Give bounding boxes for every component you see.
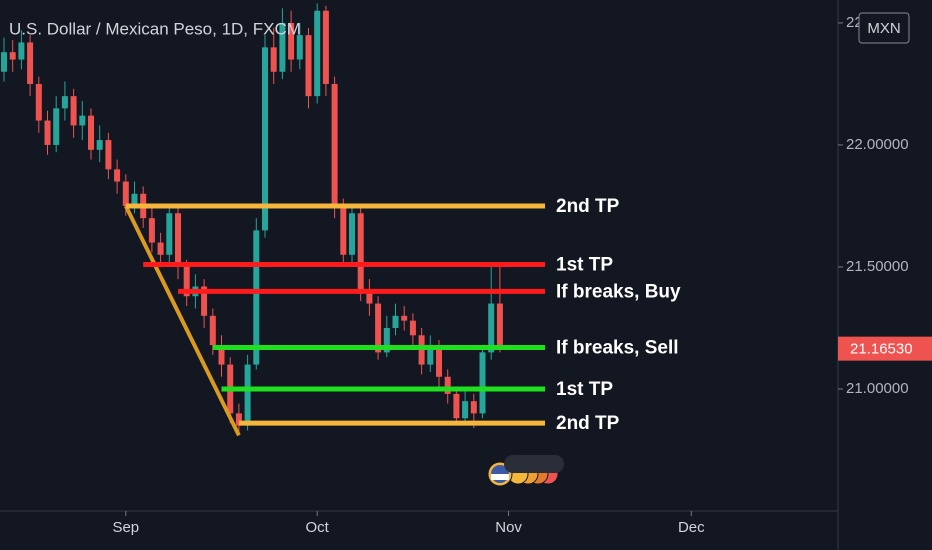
candle-body (131, 193, 138, 206)
candle-body (270, 47, 277, 72)
candle-body (427, 345, 434, 365)
candle-body (1, 52, 7, 72)
x-tick-label: Nov (495, 519, 522, 536)
candle-body (340, 205, 347, 255)
candle-body (383, 327, 390, 353)
candle-body (61, 96, 68, 109)
trendline (124, 205, 241, 437)
candle-body (201, 286, 208, 316)
candle-body (322, 10, 329, 84)
candle-body (288, 22, 295, 60)
y-tick-label: 21.50000 (846, 258, 909, 275)
candle-body (331, 83, 338, 206)
level-label: 1st TP (556, 255, 613, 276)
candle-body (401, 315, 408, 321)
plot: 22.5000022.0000021.5000021.00000SepOctNo… (1, 3, 909, 536)
candle-body (53, 108, 60, 145)
candle-body (27, 42, 34, 84)
candle-body (470, 401, 477, 414)
y-tick-label: 22.00000 (846, 136, 909, 153)
x-tick-label: Oct (306, 519, 330, 536)
candle-body (209, 315, 216, 346)
candle-body (44, 120, 51, 145)
candle-body (122, 181, 129, 206)
candle-body (357, 213, 364, 292)
candle-body (88, 115, 94, 150)
candle-body (479, 352, 486, 414)
level-label: 1st TP (556, 379, 613, 400)
candle-body (148, 218, 155, 243)
candle-body (262, 47, 268, 231)
candle-body (114, 169, 121, 182)
candle-body (496, 303, 503, 349)
candle-body (488, 303, 495, 353)
candle-body (279, 22, 286, 72)
last-price-label: 21.16530 (850, 341, 913, 358)
candle-body (296, 35, 303, 60)
x-tick-label: Sep (112, 519, 139, 536)
x-tick-label: Dec (678, 519, 705, 536)
level-label: If breaks, Sell (556, 338, 679, 359)
candle-body (436, 345, 442, 377)
candle-body (105, 140, 112, 170)
candle-body (70, 96, 77, 126)
candle-body (349, 213, 355, 255)
candle-body (218, 345, 225, 365)
candle-body (244, 364, 251, 426)
y-tick-label: 21.00000 (846, 380, 909, 397)
overlay: U.S. Dollar / Mexican Peso, 1D, FXCM MXN… (9, 12, 932, 487)
candle-body (453, 393, 460, 419)
currency-box[interactable] (858, 12, 910, 44)
candle-body (253, 230, 260, 365)
candle-body (9, 52, 16, 60)
candle-body (175, 213, 181, 267)
candle-body (305, 35, 312, 97)
event-icons[interactable] (487, 455, 564, 487)
candle-body (409, 320, 416, 336)
candle-body (375, 303, 382, 353)
candle-body (235, 413, 242, 426)
candle-body (35, 83, 42, 121)
candle-body (166, 213, 173, 255)
level-label: 2nd TP (556, 413, 620, 434)
level-label: If breaks, Buy (556, 281, 681, 302)
candle-body (314, 10, 321, 97)
candle-body (157, 242, 164, 255)
candle-body (79, 115, 86, 126)
last-price-box (838, 336, 932, 361)
chart-title: U.S. Dollar / Mexican Peso, 1D, FXCM (9, 19, 301, 38)
candle-body (96, 140, 103, 150)
currency-label: MXN (867, 20, 900, 37)
candle-body (366, 291, 373, 304)
candle-body (444, 376, 451, 394)
candle-body (183, 266, 190, 297)
level-label: 2nd TP (556, 196, 620, 217)
candle-body (392, 315, 399, 328)
candle-body (462, 401, 469, 419)
candle-body (18, 42, 25, 60)
